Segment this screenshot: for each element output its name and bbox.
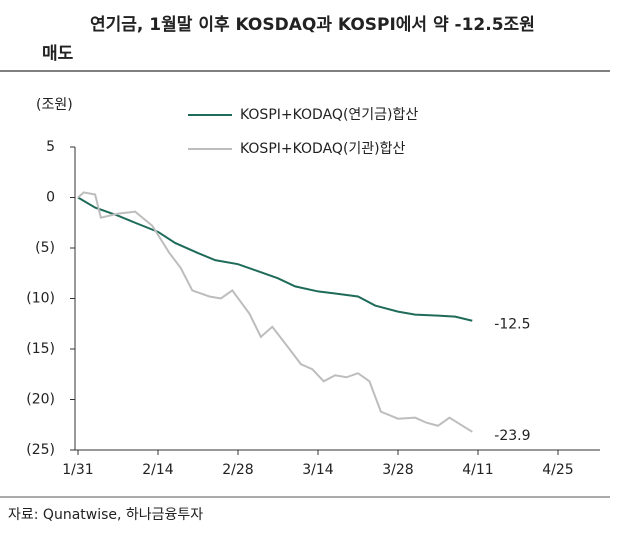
y-unit: (조원) <box>36 97 73 113</box>
x-tick-label: 4/11 <box>462 462 493 478</box>
legend-label: KOSPI+KODAQ(기관)합산 <box>240 141 406 157</box>
y-tick-label: 0 <box>46 190 55 206</box>
x-tick-label: 3/28 <box>382 462 413 478</box>
source: 자료: Qunatwise, 하나금융투자 <box>8 507 203 523</box>
x-tick-label: 1/31 <box>62 462 93 478</box>
x-tick-label: 2/28 <box>222 462 253 478</box>
legend-label: KOSPI+KODAQ(연기금)합산 <box>240 107 418 123</box>
x-tick-label: 2/14 <box>142 462 174 478</box>
y-tick-label: (20) <box>26 392 55 408</box>
x-tick-label: 4/25 <box>542 462 573 478</box>
y-tick-label: (5) <box>35 240 55 256</box>
y-tick-label: (15) <box>26 341 55 357</box>
y-tick-label: (25) <box>26 442 55 458</box>
line <box>77 191 473 433</box>
end-label: -23.9 <box>494 428 530 444</box>
x-tick-label: 3/14 <box>302 462 334 478</box>
chart-title: 매도 <box>42 44 74 64</box>
end-label: -12.5 <box>494 317 530 333</box>
line <box>77 196 473 322</box>
y-tick-label: 5 <box>46 139 55 155</box>
chart-title: 연기금, 1월말 이후 KOSDAQ과 KOSPI에서 약 -12.5조원 <box>90 14 535 35</box>
y-tick-label: (10) <box>26 291 55 307</box>
